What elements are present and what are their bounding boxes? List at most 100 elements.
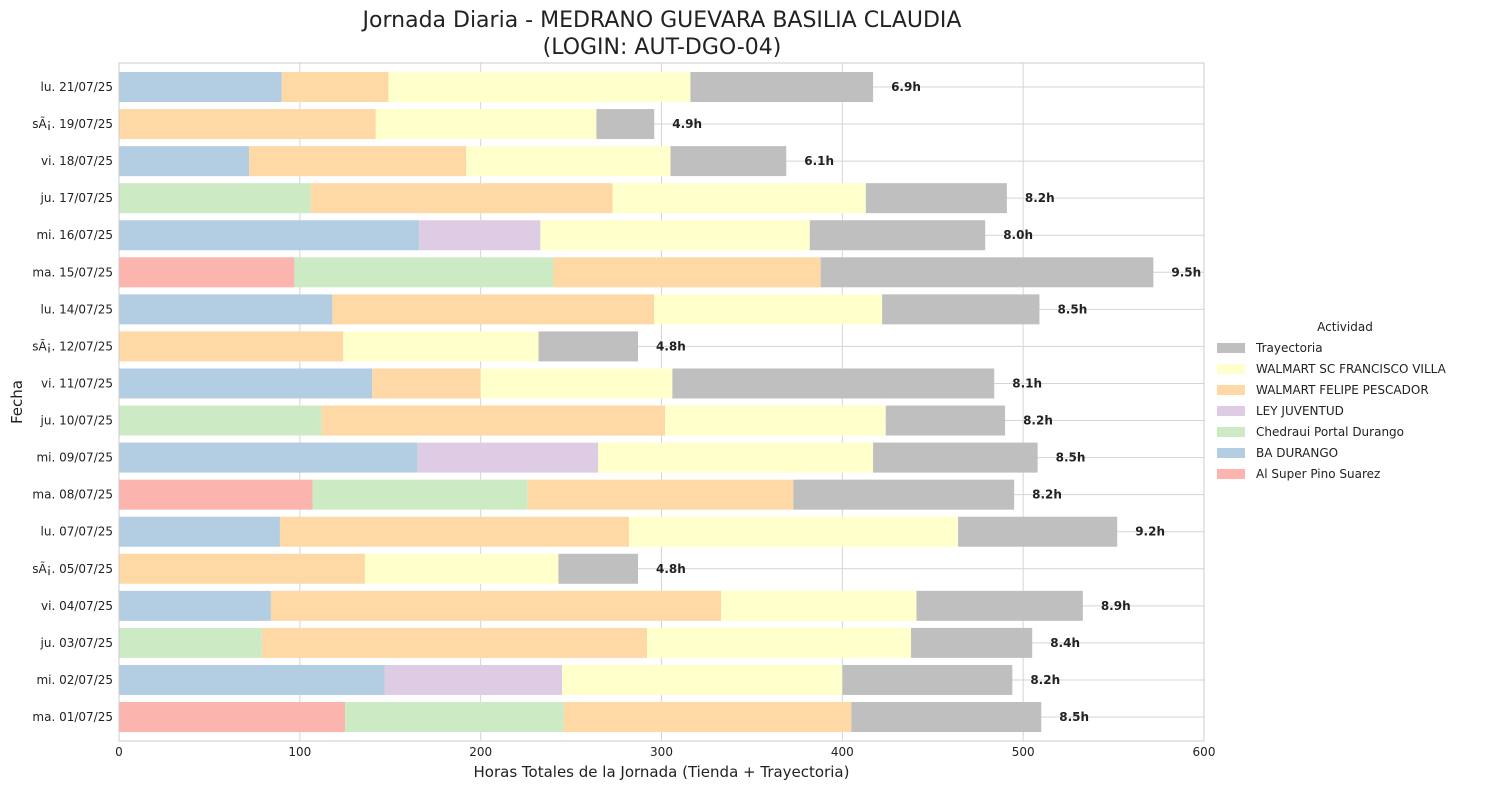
legend-swatch [1217, 427, 1245, 437]
bar-segment [958, 516, 1118, 547]
bar-segment [119, 516, 280, 547]
y-tick-label: ju. 10/07/25 [40, 414, 113, 428]
bar-segment [540, 220, 810, 251]
x-tick-label: 0 [115, 745, 123, 759]
bar-segment [558, 553, 638, 584]
bar-total-label: 8.4h [1050, 636, 1080, 650]
x-tick-label: 200 [469, 745, 492, 759]
bar-segment [480, 368, 673, 399]
y-tick-label: ma. 01/07/25 [32, 710, 113, 724]
bar-segment [538, 331, 638, 362]
bar-segment [279, 516, 629, 547]
y-tick-label: lu. 21/07/25 [41, 80, 113, 94]
bar-segment [670, 146, 787, 177]
y-tick-label: mi. 09/07/25 [36, 451, 113, 465]
bar-segment [690, 72, 874, 102]
bar-segment [598, 442, 874, 473]
bar-total-label: 9.2h [1135, 525, 1165, 539]
bar-segment [310, 183, 613, 214]
bar-total-label: 4.8h [656, 339, 686, 353]
legend-label: BA DURANGO [1256, 446, 1338, 460]
bar-segment [119, 553, 365, 584]
bar-total-label: 6.1h [804, 154, 834, 168]
bar-total-label: 8.5h [1059, 710, 1089, 724]
bar-segment [119, 294, 333, 325]
bar-total-label: 8.2h [1023, 414, 1053, 428]
bar-segment [721, 590, 917, 621]
bar-segment [119, 109, 376, 140]
bar-segment [417, 442, 599, 473]
bar-segment [119, 220, 420, 251]
bar-total-label: 4.9h [672, 117, 702, 131]
x-tick-label: 100 [288, 745, 311, 759]
bar-segment [364, 553, 559, 584]
legend-swatch [1217, 385, 1245, 395]
bar-segment [466, 146, 671, 177]
legend-label: Chedraui Portal Durango [1256, 425, 1404, 439]
legend-item: Chedraui Portal Durango [1217, 425, 1404, 439]
x-tick-label: 500 [1012, 745, 1035, 759]
bar-segment [672, 368, 995, 399]
bar-total-label: 6.9h [891, 80, 921, 94]
bar-segment [820, 257, 1154, 288]
y-tick-label: ma. 08/07/25 [32, 488, 113, 502]
bar-total-label: 8.5h [1056, 451, 1086, 465]
bars [119, 72, 1154, 733]
bar-segment [882, 294, 1040, 325]
x-tick-label: 400 [831, 745, 854, 759]
legend: Actividad Trayectoria WALMART SC FRANCISC… [1217, 320, 1447, 481]
bar-segment [388, 72, 691, 102]
legend-swatch [1217, 364, 1245, 374]
bar-segment [553, 257, 821, 288]
bar-total-label: 8.2h [1025, 191, 1055, 205]
bar-segment [332, 294, 655, 325]
legend-item: Al Super Pino Suarez [1217, 467, 1380, 481]
y-tick-label: mi. 16/07/25 [36, 228, 113, 242]
y-tick-label: lu. 07/07/25 [41, 525, 113, 539]
bar-segment [384, 664, 563, 695]
bar-segment [119, 590, 271, 621]
bar-segment [119, 257, 295, 288]
chart-subtitle: (LOGIN: AUT-DGO-04) [543, 35, 782, 60]
legend-item: WALMART FELIPE PESCADOR [1217, 383, 1429, 397]
bar-segment [865, 183, 1007, 214]
bar-segment [119, 627, 262, 658]
y-tick-label: ju. 03/07/25 [40, 636, 113, 650]
y-tick-label: vi. 11/07/25 [41, 376, 113, 390]
bar-segment [119, 702, 346, 733]
bar-segment [119, 664, 385, 695]
legend-item: BA DURANGO [1217, 446, 1338, 460]
bar-segment [119, 405, 322, 436]
legend-label: LEY JUVENTUD [1256, 404, 1344, 418]
y-tick-label: sÃ¡. 05/07/25 [32, 561, 113, 576]
bar-segment [321, 405, 666, 436]
legend-item: LEY JUVENTUD [1217, 404, 1344, 418]
y-tick-label: ma. 15/07/25 [32, 265, 113, 279]
bar-segment [654, 294, 883, 325]
y-tick-label: lu. 14/07/25 [41, 302, 113, 316]
bar-total-label: 8.5h [1057, 302, 1087, 316]
bar-segment [249, 146, 467, 177]
bar-segment [562, 664, 843, 695]
bar-segment [873, 442, 1038, 473]
bar-total-label: 8.0h [1003, 228, 1033, 242]
y-tick-label: mi. 02/07/25 [36, 673, 113, 687]
bar-segment [842, 664, 1013, 695]
bar-segment [911, 627, 1033, 658]
chart-title: Jornada Diaria - MEDRANO GUEVARA BASILIA… [361, 8, 962, 33]
legend-label: Trayectoria [1255, 341, 1323, 355]
bar-segment [119, 331, 344, 362]
bar-segment [119, 183, 311, 214]
y-tick-label: vi. 18/07/25 [41, 154, 113, 168]
legend-swatch [1217, 406, 1245, 416]
legend-label: WALMART FELIPE PESCADOR [1256, 383, 1429, 397]
bar-segment [647, 627, 912, 658]
x-tick-label: 600 [1193, 745, 1216, 759]
x-tick-label: 300 [650, 745, 673, 759]
bar-segment [563, 702, 852, 733]
legend-label: WALMART SC FRANCISCO VILLA [1256, 362, 1447, 376]
legend-items: Trayectoria WALMART SC FRANCISCO VILLA WAL… [1217, 341, 1447, 481]
bar-segment [375, 109, 597, 140]
bar-segment [885, 405, 1006, 436]
bar-segment [119, 368, 373, 399]
